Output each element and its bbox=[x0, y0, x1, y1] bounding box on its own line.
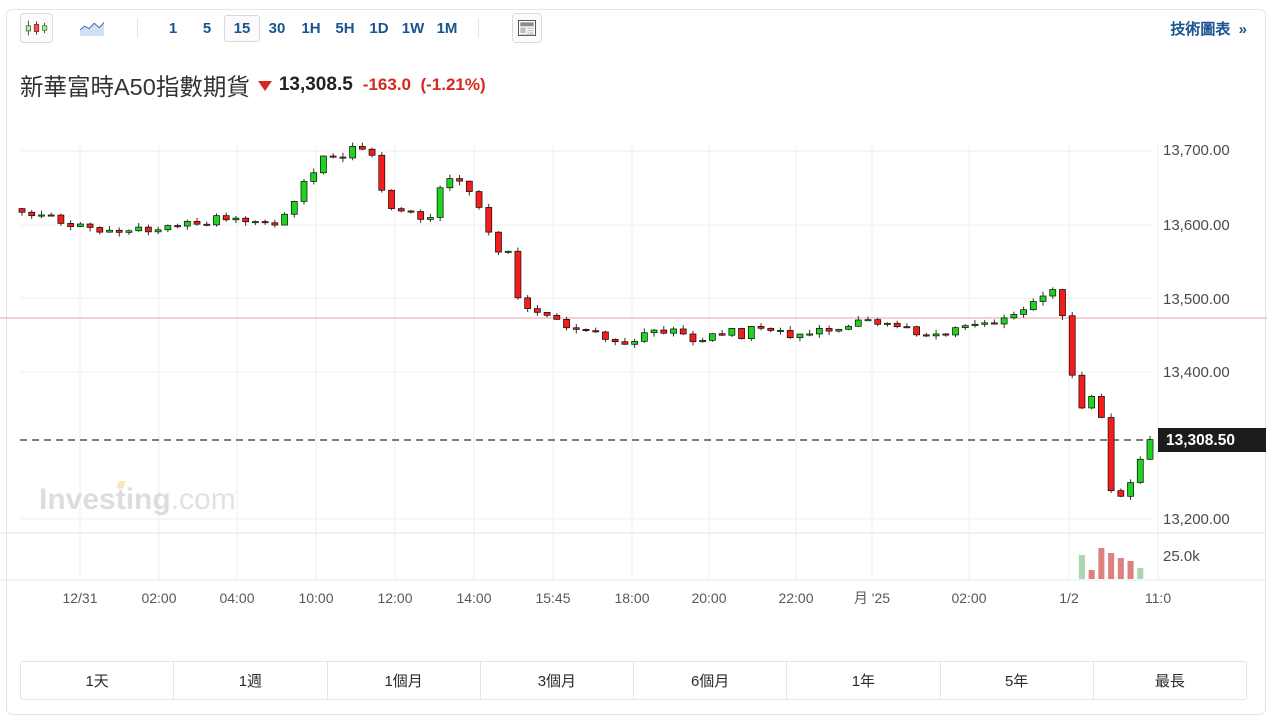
svg-text:1/2: 1/2 bbox=[1059, 590, 1079, 606]
svg-text:13,400.00: 13,400.00 bbox=[1163, 364, 1230, 381]
svg-text:20:00: 20:00 bbox=[691, 590, 726, 606]
svg-text:13,500.00: 13,500.00 bbox=[1163, 291, 1230, 308]
svg-text:12:00: 12:00 bbox=[377, 590, 412, 606]
svg-text:月 '25: 月 '25 bbox=[854, 590, 890, 606]
svg-text:Investing.com: Investing.com bbox=[39, 483, 236, 516]
svg-text:15:45: 15:45 bbox=[535, 590, 570, 606]
svg-text:10:00: 10:00 bbox=[298, 590, 333, 606]
svg-text:18:00: 18:00 bbox=[614, 590, 649, 606]
svg-text:12/31: 12/31 bbox=[62, 590, 97, 606]
svg-text:14:00: 14:00 bbox=[456, 590, 491, 606]
svg-text:04:00: 04:00 bbox=[219, 590, 254, 606]
svg-text:02:00: 02:00 bbox=[951, 590, 986, 606]
svg-text:13,308.50: 13,308.50 bbox=[1166, 432, 1235, 449]
svg-text:13,200.00: 13,200.00 bbox=[1163, 511, 1230, 528]
svg-text:25.0k: 25.0k bbox=[1163, 548, 1200, 565]
svg-text:13,600.00: 13,600.00 bbox=[1163, 217, 1230, 234]
svg-text:02:00: 02:00 bbox=[141, 590, 176, 606]
svg-text:13,700.00: 13,700.00 bbox=[1163, 142, 1230, 159]
svg-text:22:00: 22:00 bbox=[778, 590, 813, 606]
svg-text:11:0: 11:0 bbox=[1145, 590, 1171, 606]
